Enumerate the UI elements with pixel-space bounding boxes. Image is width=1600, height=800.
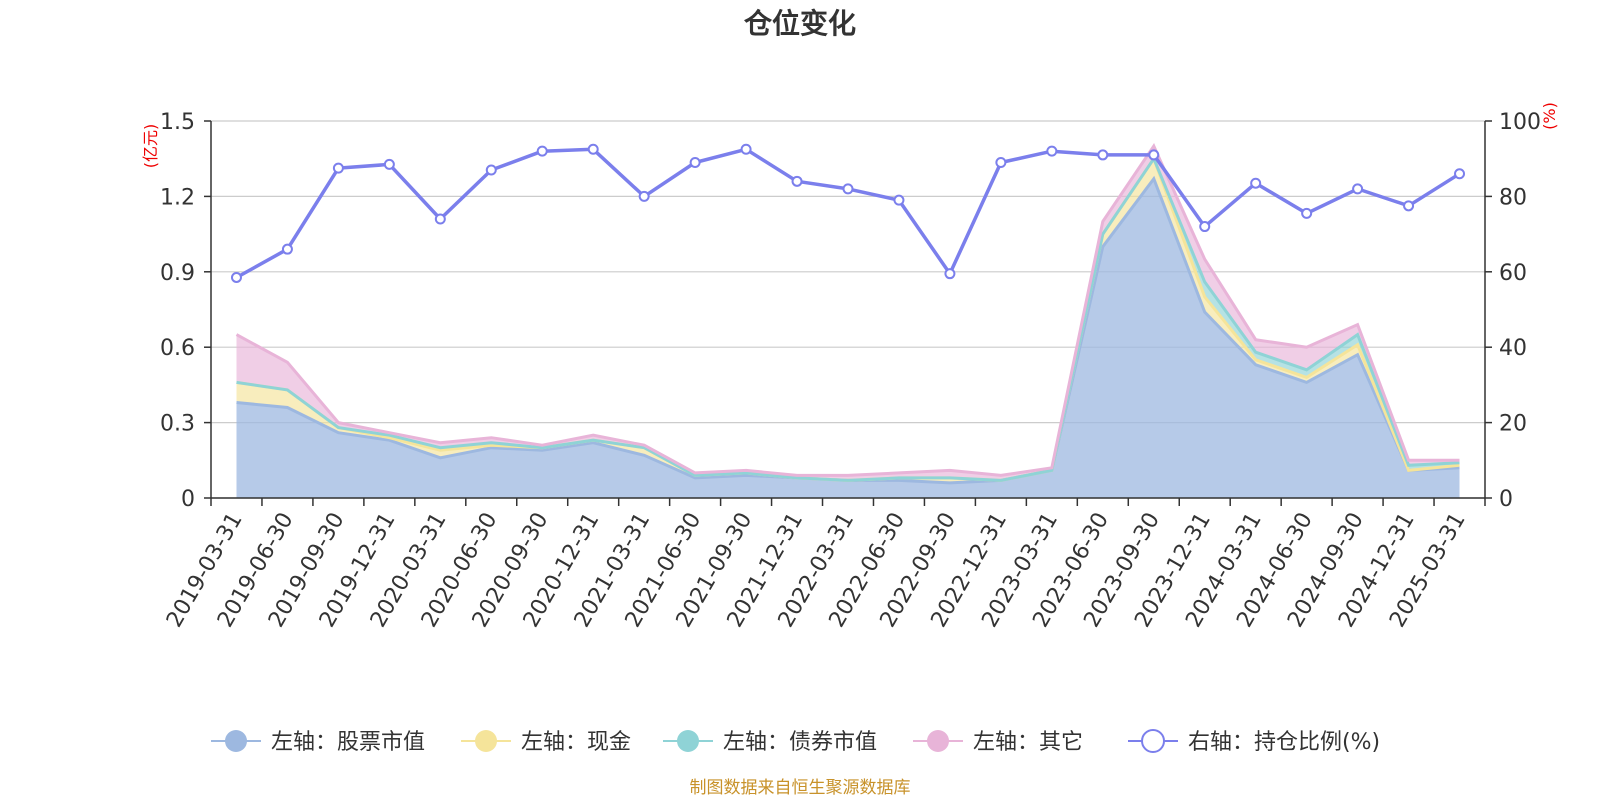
left-axis-ticks: 0 0.3 0.6 0.9 1.2 1.5 xyxy=(160,110,211,512)
ratio-point xyxy=(587,143,599,155)
left-tick-label: 0.6 xyxy=(160,336,195,361)
ratio-point xyxy=(434,213,446,225)
ratio-point xyxy=(1148,149,1160,161)
ratio-point xyxy=(1046,145,1058,157)
right-tick-label: 80 xyxy=(1499,185,1527,210)
ratio-point xyxy=(995,156,1007,168)
ratio-point xyxy=(1403,200,1415,212)
right-tick-label: 20 xyxy=(1499,412,1527,437)
right-axis-unit: (%) xyxy=(1540,102,1559,130)
ratio-line xyxy=(235,147,1461,280)
ratio-point xyxy=(536,145,548,157)
x-axis-ticks: 2019-03-312019-06-302019-09-302019-12-31… xyxy=(162,498,1486,632)
ratio-point xyxy=(1250,177,1262,189)
ratio-point xyxy=(230,271,242,283)
legend-item[interactable]: 左轴：现金 xyxy=(461,730,631,755)
legend-marker xyxy=(677,730,699,752)
legend-item[interactable]: 左轴：其它 xyxy=(913,730,1083,755)
left-tick-label: 1.2 xyxy=(160,185,195,210)
right-tick-label: 40 xyxy=(1499,336,1527,361)
left-tick-label: 0 xyxy=(181,487,195,512)
legend: 左轴：股票市值 左轴：现金 左轴：债券市值 左轴：其它 右轴：持仓比例(%) xyxy=(211,729,1380,755)
ratio-point xyxy=(842,183,854,195)
right-tick-label: 60 xyxy=(1499,261,1527,286)
ratio-point xyxy=(689,156,701,168)
legend-label: 右轴：持仓比例(%) xyxy=(1188,730,1380,755)
right-tick-label: 0 xyxy=(1499,487,1513,512)
legend-marker xyxy=(475,730,497,752)
ratio-point xyxy=(1454,168,1466,180)
legend-label: 左轴：其它 xyxy=(973,730,1083,755)
ratio-point xyxy=(1301,207,1313,219)
legend-item[interactable]: 左轴：债券市值 xyxy=(663,730,877,755)
legend-label: 左轴：股票市值 xyxy=(271,730,425,755)
legend-item[interactable]: 左轴：股票市值 xyxy=(211,730,425,755)
data-source: 制图数据来自恒生聚源数据库 xyxy=(690,778,911,798)
ratio-point xyxy=(332,162,344,174)
ratio-point xyxy=(485,164,497,176)
ratio-point xyxy=(1097,149,1109,161)
left-tick-label: 0.9 xyxy=(160,261,195,286)
right-tick-label: 100 xyxy=(1499,110,1541,135)
ratio-point xyxy=(1352,183,1364,195)
legend-marker xyxy=(927,730,949,752)
chart-title: 仓位变化 xyxy=(744,7,856,40)
left-tick-label: 1.5 xyxy=(160,110,195,135)
legend-marker xyxy=(1141,729,1165,753)
left-axis-unit: (亿元) xyxy=(141,124,160,169)
ratio-point xyxy=(1199,221,1211,233)
legend-label: 左轴：现金 xyxy=(521,730,631,755)
left-tick-label: 0.3 xyxy=(160,412,195,437)
area-series-lines xyxy=(235,143,1460,485)
right-axis-ticks: 0 20 40 60 80 100 xyxy=(1485,110,1541,512)
legend-marker xyxy=(225,730,247,752)
ratio-point xyxy=(944,268,956,280)
legend-item[interactable]: 右轴：持仓比例(%) xyxy=(1128,729,1380,755)
area-line-4 xyxy=(235,143,1460,477)
ratio-point xyxy=(740,143,752,155)
ratio-point xyxy=(383,158,395,170)
ratio-point xyxy=(893,194,905,206)
ratio-point xyxy=(281,243,293,255)
area-line-3 xyxy=(236,155,1460,482)
legend-label: 左轴：债券市值 xyxy=(723,730,877,755)
ratio-line-series xyxy=(230,143,1466,283)
ratio-point xyxy=(791,175,803,187)
ratio-point xyxy=(638,190,650,202)
axes xyxy=(210,121,1486,499)
area-1 xyxy=(236,178,1460,499)
